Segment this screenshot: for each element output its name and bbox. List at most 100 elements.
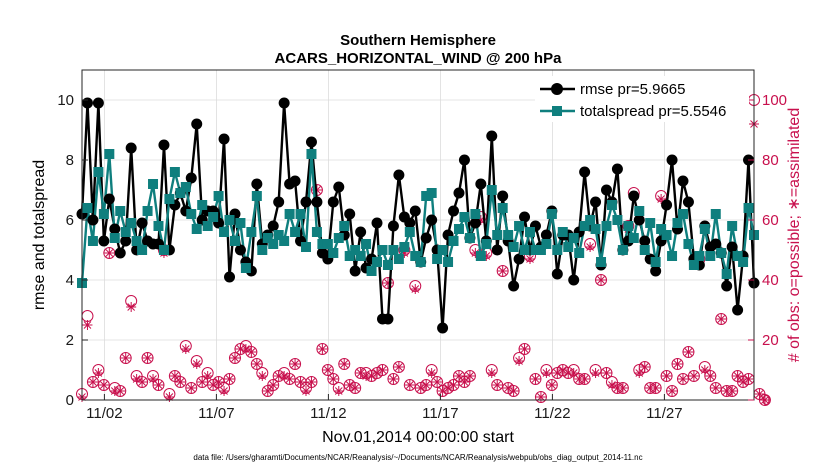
totalspread-point xyxy=(295,209,306,219)
possible-obs-point xyxy=(431,376,444,388)
rmse-point xyxy=(393,169,405,181)
totalspread-point xyxy=(574,248,585,258)
rmse-point xyxy=(191,118,203,130)
y-axis-label: rmse and totalspread xyxy=(31,160,48,310)
totalspread-point xyxy=(475,251,486,261)
totalspread-point xyxy=(164,194,175,204)
assimilated-obs-point xyxy=(344,380,355,390)
rmse-point xyxy=(639,235,651,247)
rmse-point xyxy=(491,244,503,256)
assimilated-obs-point xyxy=(552,368,563,378)
x-tick-label: 11/02 xyxy=(86,405,122,422)
totalspread-point xyxy=(421,191,432,201)
rmse-point xyxy=(87,214,99,226)
totalspread-point xyxy=(355,251,366,261)
totalspread-point xyxy=(481,239,492,249)
right-tick-label: 100 xyxy=(762,92,787,109)
assimilated-obs-point xyxy=(667,386,678,396)
rmse-point xyxy=(726,241,738,253)
assimilated-obs-point xyxy=(404,380,415,390)
assimilated-obs-point xyxy=(492,380,503,390)
right-tick-label: 40 xyxy=(762,272,779,289)
totalspread-point xyxy=(568,233,579,243)
assimilated-obs-point xyxy=(590,368,601,378)
assimilated-obs-point xyxy=(743,374,754,384)
possible-obs-point xyxy=(267,379,280,391)
totalspread-point xyxy=(377,245,388,255)
assimilated-obs-point xyxy=(175,377,186,387)
totalspread-point xyxy=(208,212,219,222)
totalspread-point xyxy=(634,206,645,216)
legend-spread-marker xyxy=(552,106,562,116)
totalspread-point xyxy=(153,221,164,231)
totalspread-point xyxy=(158,245,169,255)
totalspread-point xyxy=(694,251,705,261)
assimilated-obs-point xyxy=(508,386,519,396)
totalspread-point xyxy=(645,218,656,228)
rmse-point xyxy=(273,196,285,208)
chart-subtitle: ACARS_HORIZONTAL_WIND @ 200 hPa xyxy=(275,50,563,67)
assimilated-obs-point xyxy=(213,377,224,387)
assimilated-obs-point xyxy=(372,368,383,378)
totalspread-point xyxy=(148,179,159,189)
totalspread-point xyxy=(437,245,448,255)
rmse-point xyxy=(486,130,498,142)
rmse-point xyxy=(311,196,323,208)
rmse-point xyxy=(666,154,678,166)
rmse-point xyxy=(469,217,481,229)
totalspread-point xyxy=(322,239,333,249)
totalspread-point xyxy=(224,215,235,225)
left-tick-label: 6 xyxy=(66,212,74,229)
rmse-point xyxy=(278,97,290,109)
possible-obs-point xyxy=(223,373,236,385)
rmse-point xyxy=(349,265,361,277)
totalspread-point xyxy=(366,266,377,276)
rmse-point xyxy=(103,193,115,205)
totalspread-point xyxy=(279,236,290,246)
assimilated-obs-point xyxy=(525,254,535,264)
totalspread-point xyxy=(180,182,191,192)
legend-box xyxy=(535,76,749,122)
rmse-point xyxy=(710,238,722,250)
totalspread-point xyxy=(590,224,601,234)
totalspread-point xyxy=(612,215,623,225)
legend-rmse-marker xyxy=(551,83,563,95)
possible-obs-point xyxy=(534,391,547,403)
totalspread-point xyxy=(175,188,186,198)
assimilated-obs-point xyxy=(519,344,530,354)
left-tick-label: 2 xyxy=(66,332,74,349)
assimilated-obs-point xyxy=(350,383,361,393)
possible-obs-point xyxy=(97,379,110,391)
assimilated-obs-point xyxy=(639,362,650,372)
assimilated-obs-point xyxy=(82,320,93,330)
x-tick-label: 11/12 xyxy=(310,405,346,422)
rmse-point xyxy=(661,199,673,211)
rmse-point xyxy=(732,304,744,316)
totalspread-point xyxy=(339,221,350,231)
rmse-point xyxy=(300,196,312,208)
plot-frame xyxy=(81,69,755,401)
assimilated-obs-point xyxy=(202,371,213,381)
rmse-point xyxy=(513,253,525,265)
assimilated-obs-point xyxy=(251,359,262,369)
totalspread-point xyxy=(672,218,683,228)
rmse-point xyxy=(519,211,531,223)
assimilated-obs-point xyxy=(514,356,525,366)
assimilated-obs-point xyxy=(601,368,612,378)
totalspread-point xyxy=(497,203,508,213)
rmse-point xyxy=(387,220,399,232)
rmse-point xyxy=(371,217,383,229)
assimilated-obs-point xyxy=(677,374,688,384)
assimilated-obs-point xyxy=(437,386,448,396)
rmse-point xyxy=(497,190,509,202)
totalspread-point xyxy=(142,206,153,216)
assimilated-obs-point xyxy=(464,371,475,381)
totalspread-point xyxy=(104,149,115,159)
footnote: data file: /Users/gharamti/Documents/NCA… xyxy=(193,453,642,462)
totalspread-point xyxy=(399,242,410,252)
rmse-point xyxy=(114,247,126,259)
assimilated-obs-point xyxy=(759,395,770,405)
legend: rmse pr=5.9665 totalspread pr=5.5546 xyxy=(535,76,749,122)
assimilated-obs-point xyxy=(355,368,366,378)
right-y-axis: 0 20 40 60 80 100 xyxy=(748,92,787,409)
